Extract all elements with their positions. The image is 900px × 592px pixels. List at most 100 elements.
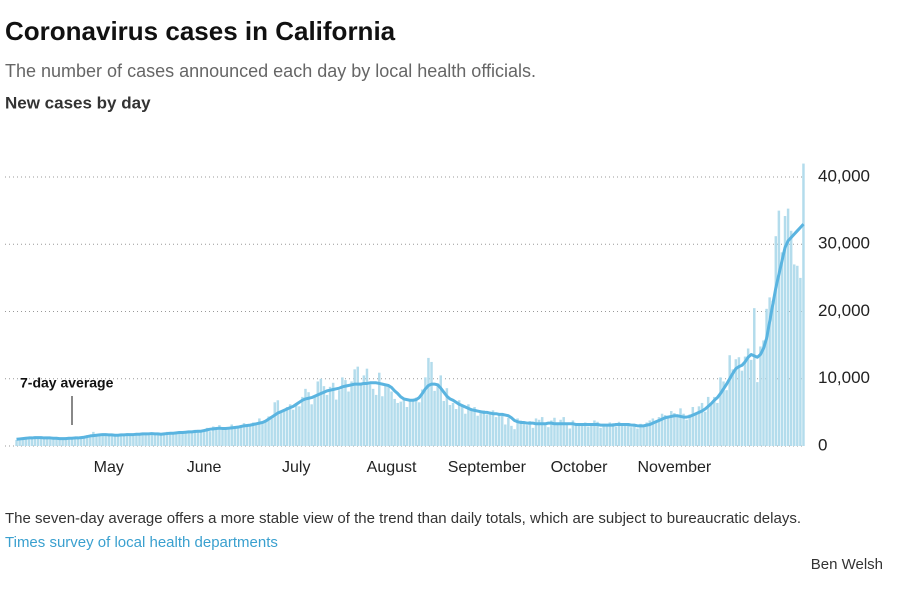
bar [623,425,627,446]
bar [713,396,716,446]
bar [722,381,725,446]
bar [414,397,418,446]
bar [596,421,599,446]
y-tick-label: 10,000 [818,368,870,387]
bar [202,429,206,446]
bar [777,210,781,446]
y-tick-label: 0 [818,435,827,454]
bar [749,359,753,446]
bar [236,425,240,446]
bar [657,417,661,446]
bar [565,424,569,446]
bar [374,394,378,446]
bar [583,422,587,446]
bar [245,425,249,446]
bar [325,394,329,446]
bar [620,423,624,446]
bar [716,402,719,446]
bar [676,416,679,446]
bar [218,425,221,446]
bar [276,400,280,446]
bar [18,438,21,446]
bar [507,417,510,446]
bar [42,437,46,446]
bar [479,412,482,446]
bar [86,435,89,446]
bar [765,308,768,446]
bar [199,430,203,446]
bar [531,427,535,446]
bar [519,420,522,446]
bar [298,406,301,446]
bar [528,421,532,446]
bar [734,359,738,446]
bar [301,396,304,446]
bar [307,392,310,446]
bar [316,381,320,446]
bar [39,438,43,446]
note: The seven-day average offers a more stab… [5,510,801,527]
bar [153,433,157,446]
bar [559,419,562,446]
chart-heading: New cases by day [5,93,151,112]
bar [101,435,104,446]
average-line [16,223,805,441]
bar [196,431,200,446]
bar [215,428,218,446]
bar [371,388,375,446]
bar [384,383,387,446]
bar [504,424,507,446]
bar [467,404,470,446]
bar [21,437,24,446]
bar [534,418,538,446]
bar [178,431,181,446]
bar [568,428,572,446]
x-tick-label: July [282,459,310,476]
bar [33,436,37,446]
bar [786,208,790,446]
bar [411,398,415,446]
bar [79,437,83,446]
bar [393,398,396,446]
bar [258,418,261,446]
chart-title: Coronavirus cases in California [5,16,396,46]
bar [344,380,347,446]
bar [381,396,384,446]
bar [642,424,645,446]
bar [295,404,298,446]
bar [119,433,123,446]
bar [731,369,734,446]
bar [49,439,52,446]
bar [799,277,802,446]
bar [125,433,129,446]
bar [267,416,270,446]
bar [122,434,126,446]
bar [270,418,273,446]
bar [617,421,621,446]
bar [233,428,237,446]
bar [408,400,412,446]
bar [107,434,110,446]
bar [439,375,442,446]
source[interactable]: Times survey of local health departments [5,534,278,551]
bar [780,252,784,446]
bar [694,413,698,446]
bar [719,377,722,446]
bar [482,410,486,446]
bar [82,435,86,446]
bar [362,375,366,446]
bar [743,356,747,446]
bar [285,406,289,446]
bar [319,378,323,446]
bar [547,427,550,446]
bar [697,406,701,446]
bar [64,437,67,446]
bar [685,419,688,446]
bar [76,437,80,446]
bar [341,377,344,446]
bar [470,409,473,446]
bar [141,433,144,446]
bar [654,421,658,446]
bar [636,428,639,446]
